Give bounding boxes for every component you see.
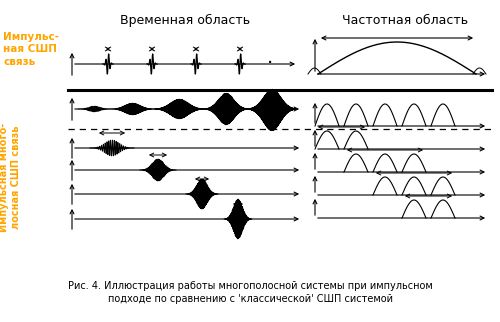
Text: Временная область: Временная область xyxy=(120,14,250,27)
Text: Импульсная много-
лосная СШП связь: Импульсная много- лосная СШП связь xyxy=(0,122,21,232)
Text: ·: · xyxy=(267,53,273,72)
Text: Импульс-
ная СШП
связь: Импульс- ная СШП связь xyxy=(3,32,59,67)
Text: Рис. 4. Иллюстрация работы многополосной системы при импульсном
подходе по сравн: Рис. 4. Иллюстрация работы многополосной… xyxy=(68,281,432,304)
Text: Частотная область: Частотная область xyxy=(342,14,468,27)
